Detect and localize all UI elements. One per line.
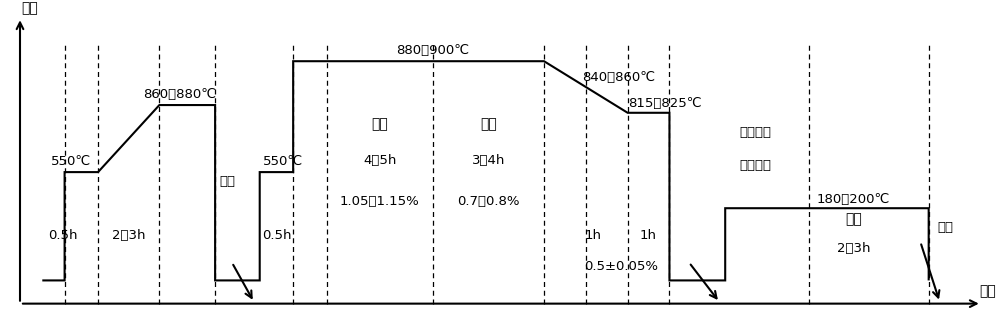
- Text: 聚乙烯醇: 聚乙烯醇: [739, 126, 771, 139]
- Text: 0.5±0.05%: 0.5±0.05%: [584, 260, 658, 273]
- Text: 1.05～1.15%: 1.05～1.15%: [340, 195, 419, 208]
- Text: 0.5h: 0.5h: [262, 229, 292, 242]
- Text: 550℃: 550℃: [262, 155, 303, 168]
- Text: 0.7～0.8%: 0.7～0.8%: [457, 195, 520, 208]
- Text: 840～860℃: 840～860℃: [582, 71, 655, 84]
- Text: 880～900℃: 880～900℃: [396, 44, 469, 57]
- Text: 回火: 回火: [845, 212, 862, 226]
- Text: 2～3h: 2～3h: [112, 229, 145, 242]
- Text: 180～200℃: 180～200℃: [817, 193, 890, 206]
- Text: 4～5h: 4～5h: [363, 154, 396, 167]
- Text: 3～4h: 3～4h: [472, 154, 505, 167]
- Text: 扩散: 扩散: [480, 117, 497, 131]
- Text: 風冷: 風冷: [219, 175, 235, 187]
- Text: 550℃: 550℃: [51, 155, 91, 168]
- Text: 815～825℃: 815～825℃: [628, 97, 701, 110]
- Text: 1h: 1h: [640, 229, 657, 242]
- Text: 温度: 温度: [21, 1, 38, 15]
- Text: 空冷: 空冷: [937, 221, 953, 234]
- Text: 0.5h: 0.5h: [48, 229, 77, 242]
- Text: 时间: 时间: [979, 284, 996, 299]
- Text: 溶液淣火: 溶液淣火: [739, 159, 771, 172]
- Text: 强渗: 强渗: [371, 117, 388, 131]
- Text: 860～880℃: 860～880℃: [143, 88, 216, 101]
- Text: 1h: 1h: [584, 229, 601, 242]
- Text: 2～3h: 2～3h: [837, 242, 870, 255]
